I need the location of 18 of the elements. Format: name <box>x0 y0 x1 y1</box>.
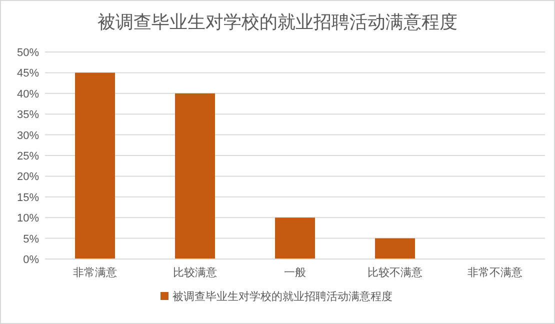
y-tick-label: 50% <box>16 47 40 59</box>
legend-label: 被调查毕业生对学校的就业招聘活动满意程度 <box>172 290 392 303</box>
y-tick-label: 10% <box>16 212 40 225</box>
x-tick-label: 非常满意 <box>73 266 117 279</box>
x-tick-label: 非常不满意 <box>468 266 522 279</box>
x-tick-label: 比较不满意 <box>368 266 422 279</box>
y-tick-label: 30% <box>16 130 40 142</box>
title: 被调查毕业生对学校的就业招聘活动满意程度 <box>98 12 458 32</box>
x-tick-label: 比较满意 <box>173 266 217 279</box>
y-tick-label: 5% <box>23 233 40 246</box>
y-tick-label: 40% <box>16 88 40 100</box>
y-tick-label: 20% <box>16 171 40 184</box>
x-tick-label: 一般 <box>284 267 306 279</box>
y-tick-label: 15% <box>16 192 40 204</box>
y-tick-label: 45% <box>16 68 40 80</box>
y-tick-label: 35% <box>16 109 40 122</box>
y-tick-label: 0% <box>23 254 40 266</box>
y-tick-label: 25% <box>16 150 40 162</box>
